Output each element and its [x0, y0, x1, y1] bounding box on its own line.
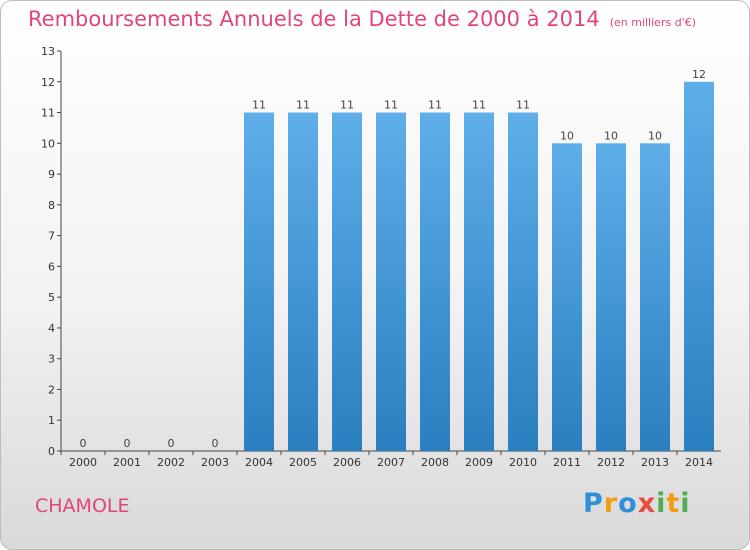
- x-tick-label: 2002: [157, 456, 185, 469]
- data-label: 11: [428, 99, 442, 112]
- logo-letter: t: [666, 488, 681, 519]
- data-label: 0: [212, 437, 219, 450]
- data-label: 10: [648, 129, 662, 142]
- y-tick-label: 5: [48, 291, 55, 304]
- data-label: 11: [384, 99, 398, 112]
- x-tick-label: 2006: [333, 456, 361, 469]
- data-label: 0: [124, 437, 131, 450]
- y-tick-label: 3: [48, 353, 55, 366]
- bar: [332, 112, 362, 452]
- data-label: 11: [516, 99, 530, 112]
- bar: [376, 112, 406, 452]
- y-tick-label: 11: [41, 107, 55, 120]
- y-tick-label: 12: [41, 76, 55, 89]
- x-tick-label: 2008: [421, 456, 449, 469]
- logo-letter: r: [603, 488, 619, 519]
- x-tick-label: 2003: [201, 456, 229, 469]
- data-label: 12: [692, 68, 706, 81]
- y-tick-label: 9: [48, 168, 55, 181]
- bar: [596, 143, 626, 452]
- x-tick-label: 2004: [245, 456, 273, 469]
- logo-letter: o: [618, 488, 638, 519]
- logo-letter: i: [680, 488, 691, 519]
- commune-name: CHAMOLE: [35, 495, 130, 517]
- x-tick-label: 2013: [641, 456, 669, 469]
- y-tick-label: 1: [48, 414, 55, 427]
- bar: [420, 112, 450, 452]
- y-tick-label: 13: [41, 45, 55, 58]
- x-tick-label: 2000: [69, 456, 97, 469]
- y-tick-label: 4: [48, 322, 55, 335]
- proxiti-logo: Proxiti: [583, 488, 691, 519]
- y-tick-label: 6: [48, 260, 55, 273]
- x-tick-label: 2001: [113, 456, 141, 469]
- y-tick-label: 8: [48, 199, 55, 212]
- bar: [244, 112, 274, 452]
- chart-subtitle: (en milliers d'€): [609, 16, 696, 29]
- data-label: 0: [168, 437, 175, 450]
- logo-letter: x: [637, 488, 657, 519]
- data-label: 10: [560, 129, 574, 142]
- data-label: 11: [296, 99, 310, 112]
- chart-title-text: Remboursements Annuels de la Dette de 20…: [28, 7, 600, 31]
- data-label: 11: [472, 99, 486, 112]
- x-tick-label: 2009: [465, 456, 493, 469]
- y-tick-label: 10: [41, 137, 55, 150]
- data-label: 11: [340, 99, 354, 112]
- logo-letter: P: [583, 488, 604, 519]
- y-tick-label: 2: [48, 383, 55, 396]
- y-tick-label: 7: [48, 230, 55, 243]
- x-tick-label: 2012: [597, 456, 625, 469]
- bar: [464, 112, 494, 452]
- logo-letter: i: [656, 488, 667, 519]
- bar: [684, 81, 714, 452]
- x-tick-label: 2010: [509, 456, 537, 469]
- bar: [288, 112, 318, 452]
- x-tick-label: 2011: [553, 456, 581, 469]
- y-tick-label: 0: [48, 445, 55, 458]
- data-label: 0: [80, 437, 87, 450]
- x-tick-label: 2005: [289, 456, 317, 469]
- chart-title: Remboursements Annuels de la Dette de 20…: [28, 7, 696, 31]
- data-label: 11: [252, 99, 266, 112]
- bar: [640, 143, 670, 452]
- x-tick-label: 2014: [685, 456, 713, 469]
- data-label: 10: [604, 129, 618, 142]
- x-tick-label: 2007: [377, 456, 405, 469]
- bar: [552, 143, 582, 452]
- bar: [508, 112, 538, 452]
